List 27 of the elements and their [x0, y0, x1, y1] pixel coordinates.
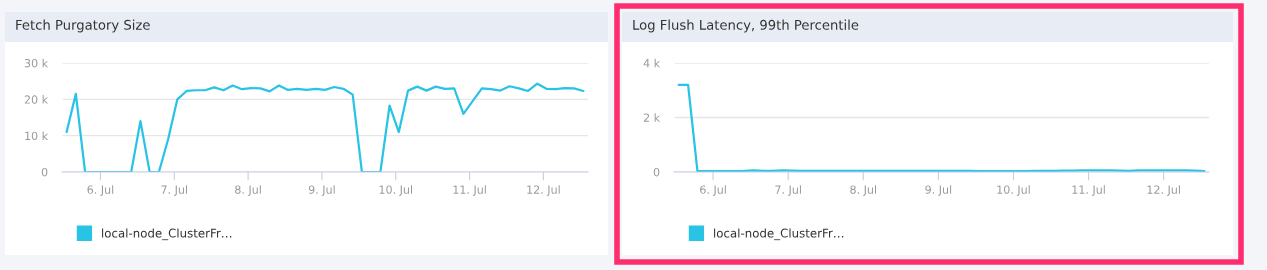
line-series	[677, 83, 1206, 172]
y-tick-label: 20 k	[24, 95, 49, 104]
x-tick-label: 9. Jul	[308, 185, 335, 196]
legend-label: local-node_ClusterFr…	[714, 228, 844, 241]
chart-title: Fetch Purgatory Size	[16, 19, 150, 33]
x-tick-label: 7. Jul	[161, 185, 187, 196]
y-tick-label: 30 k	[24, 58, 49, 68]
y-tick-label: 0	[653, 167, 660, 177]
x-tick-label: 8. Jul	[850, 185, 877, 196]
y-tick-label: 10 k	[25, 131, 49, 141]
x-tick-label: 6. Jul	[700, 185, 726, 196]
x-tick-label: 8. Jul	[235, 185, 261, 196]
y-tick-label: 0	[41, 167, 48, 177]
x-tick-label: 6. Jul	[87, 185, 114, 196]
y-tick-label: 4 k	[643, 58, 661, 68]
legend-label: local-node_ClusterFr…	[102, 228, 232, 241]
line-series	[65, 82, 585, 172]
x-tick-label: 9. Jul	[925, 185, 952, 196]
chart-title: Log Flush Latency, 99th Percentile	[633, 19, 859, 33]
x-tick-label: 7. Jul	[775, 185, 801, 196]
x-tick-label: 12. Jul	[527, 185, 560, 196]
x-tick-label: 10. Jul	[379, 185, 413, 196]
x-tick-label: 12. Jul	[1147, 185, 1180, 196]
x-tick-label: 11. Jul	[1072, 185, 1105, 196]
y-tick-label: 2 k	[643, 113, 661, 122]
x-tick-label: 10. Jul	[997, 185, 1030, 196]
x-tick-label: 11. Jul	[453, 185, 486, 196]
